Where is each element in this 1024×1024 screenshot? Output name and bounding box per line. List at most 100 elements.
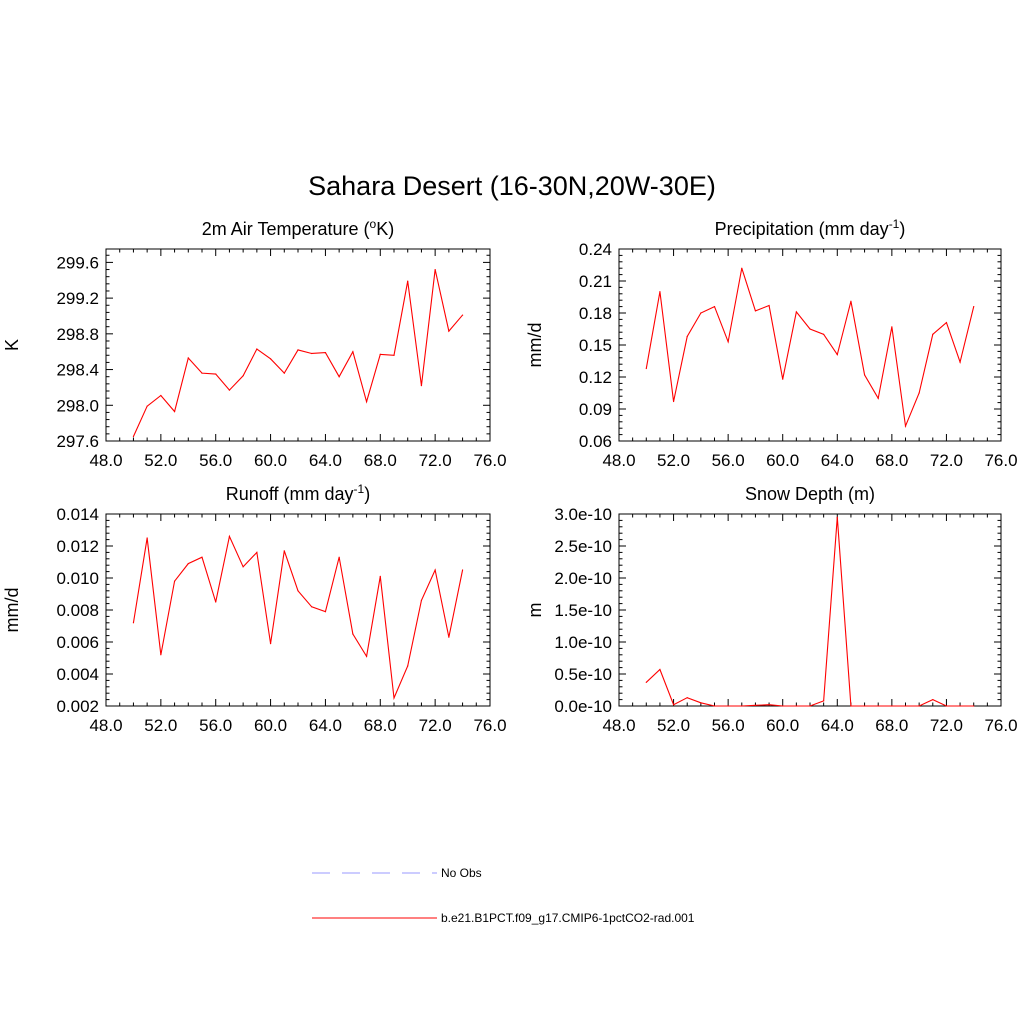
data-point <box>379 353 381 355</box>
data-point <box>659 291 661 293</box>
y-tick-label: 3.0e-10 <box>554 505 612 524</box>
x-tick-label: 68.0 <box>875 451 908 470</box>
data-point <box>311 606 313 608</box>
x-tick-label: 72.0 <box>930 451 963 470</box>
panel-title: Precipitation (mm day-1) <box>715 217 906 239</box>
x-tick-label: 52.0 <box>144 716 177 735</box>
data-point <box>891 326 893 328</box>
data-point <box>407 665 409 667</box>
data-point <box>173 410 176 413</box>
data-point <box>959 705 961 707</box>
data-point <box>782 378 784 380</box>
y-tick-label: 0.008 <box>56 601 99 620</box>
x-tick-label: 76.0 <box>984 451 1017 470</box>
x-tick-label: 68.0 <box>875 716 908 735</box>
data-point <box>727 705 729 707</box>
data-point <box>379 575 381 578</box>
y-tick-label: 2.0e-10 <box>554 569 612 588</box>
x-tick-label: 68.0 <box>364 716 397 735</box>
data-point <box>283 550 285 552</box>
data-point <box>461 569 464 571</box>
data-point <box>973 705 975 707</box>
data-point <box>877 397 879 399</box>
data-point <box>420 385 423 387</box>
data-point <box>727 341 729 343</box>
data-point <box>146 405 148 407</box>
data-point <box>338 376 340 378</box>
panel-title: 2m Air Temperature (oK) <box>202 217 394 239</box>
data-point <box>283 372 285 374</box>
x-tick-label: 60.0 <box>254 451 287 470</box>
y-tick-label: 0.004 <box>56 665 99 684</box>
y-tick-label: 299.2 <box>56 289 99 308</box>
data-point <box>201 556 203 558</box>
data-point <box>297 590 299 592</box>
data-point <box>420 599 423 602</box>
x-tick-label: 72.0 <box>419 716 452 735</box>
data-point <box>407 280 409 282</box>
data-point <box>904 705 907 707</box>
x-tick-label: 64.0 <box>309 451 342 470</box>
data-point <box>863 705 866 707</box>
data-point <box>836 354 838 356</box>
y-tick-label: 0.21 <box>579 272 612 291</box>
panel-title-main: 2m Air Temperature ( <box>202 219 370 239</box>
y-tick-label: 297.6 <box>56 432 99 451</box>
data-point <box>461 314 464 316</box>
data-point <box>215 601 217 603</box>
data-point <box>393 697 395 699</box>
data-point <box>768 704 770 706</box>
x-tick-label: 72.0 <box>930 716 963 735</box>
y-tick-label: 1.0e-10 <box>554 633 612 652</box>
data-point <box>659 668 661 671</box>
data-point <box>448 330 450 332</box>
x-tick-label: 64.0 <box>309 716 342 735</box>
data-point <box>434 268 436 271</box>
data-point <box>754 310 757 312</box>
data-point <box>352 633 354 635</box>
x-tick-label: 48.0 <box>602 451 635 470</box>
data-point <box>672 400 675 403</box>
y-tick-label: 0.010 <box>56 569 99 588</box>
y-tick-label: 0.18 <box>579 304 612 323</box>
y-axis-label: mm/d <box>2 588 22 633</box>
data-point <box>973 306 975 308</box>
x-tick-label: 76.0 <box>984 716 1017 735</box>
y-tick-label: 0.12 <box>579 368 612 387</box>
data-point <box>242 375 244 377</box>
y-axis-label: m <box>525 603 545 618</box>
panel-title-tail: ) <box>364 484 370 504</box>
data-point <box>918 392 920 394</box>
x-tick-label: 76.0 <box>473 716 506 735</box>
data-point <box>918 705 920 707</box>
y-tick-label: 0.014 <box>56 505 99 524</box>
data-point <box>132 622 135 624</box>
panel-title-superscript: -1 <box>889 217 900 231</box>
series-line-precipitation <box>645 268 975 429</box>
data-point <box>754 704 757 706</box>
panel-snow-depth: 48.0 52.0 56.0 60.0 64.0 68.0 72.0 76.0 0.0e-10 0… <box>525 484 1018 735</box>
data-point <box>700 312 702 314</box>
panel-title: Snow Depth (m) <box>745 484 875 504</box>
data-point <box>269 358 272 360</box>
panels: 48.0 52.0 56.0 60.0 64.0 68.0 72.0 76.0 297.6 298… <box>2 217 1018 735</box>
data-point <box>132 435 135 438</box>
data-point <box>672 704 675 706</box>
data-point <box>836 516 838 518</box>
data-point <box>297 349 299 351</box>
x-tick-label: 56.0 <box>712 716 745 735</box>
y-tick-label: 0.006 <box>56 633 99 652</box>
data-point <box>311 352 313 355</box>
panel-title-tail: K) <box>376 219 394 239</box>
data-point <box>324 611 327 613</box>
data-point <box>809 328 811 330</box>
y-axis-label: mm/d <box>525 323 545 368</box>
y-axis-label: K <box>2 339 22 351</box>
x-tick-label: 52.0 <box>144 451 177 470</box>
data-point <box>173 580 176 582</box>
data-point <box>338 556 340 558</box>
y-tick-label: 0.09 <box>579 400 612 419</box>
x-tick-label: 60.0 <box>766 716 799 735</box>
data-point <box>215 373 217 375</box>
